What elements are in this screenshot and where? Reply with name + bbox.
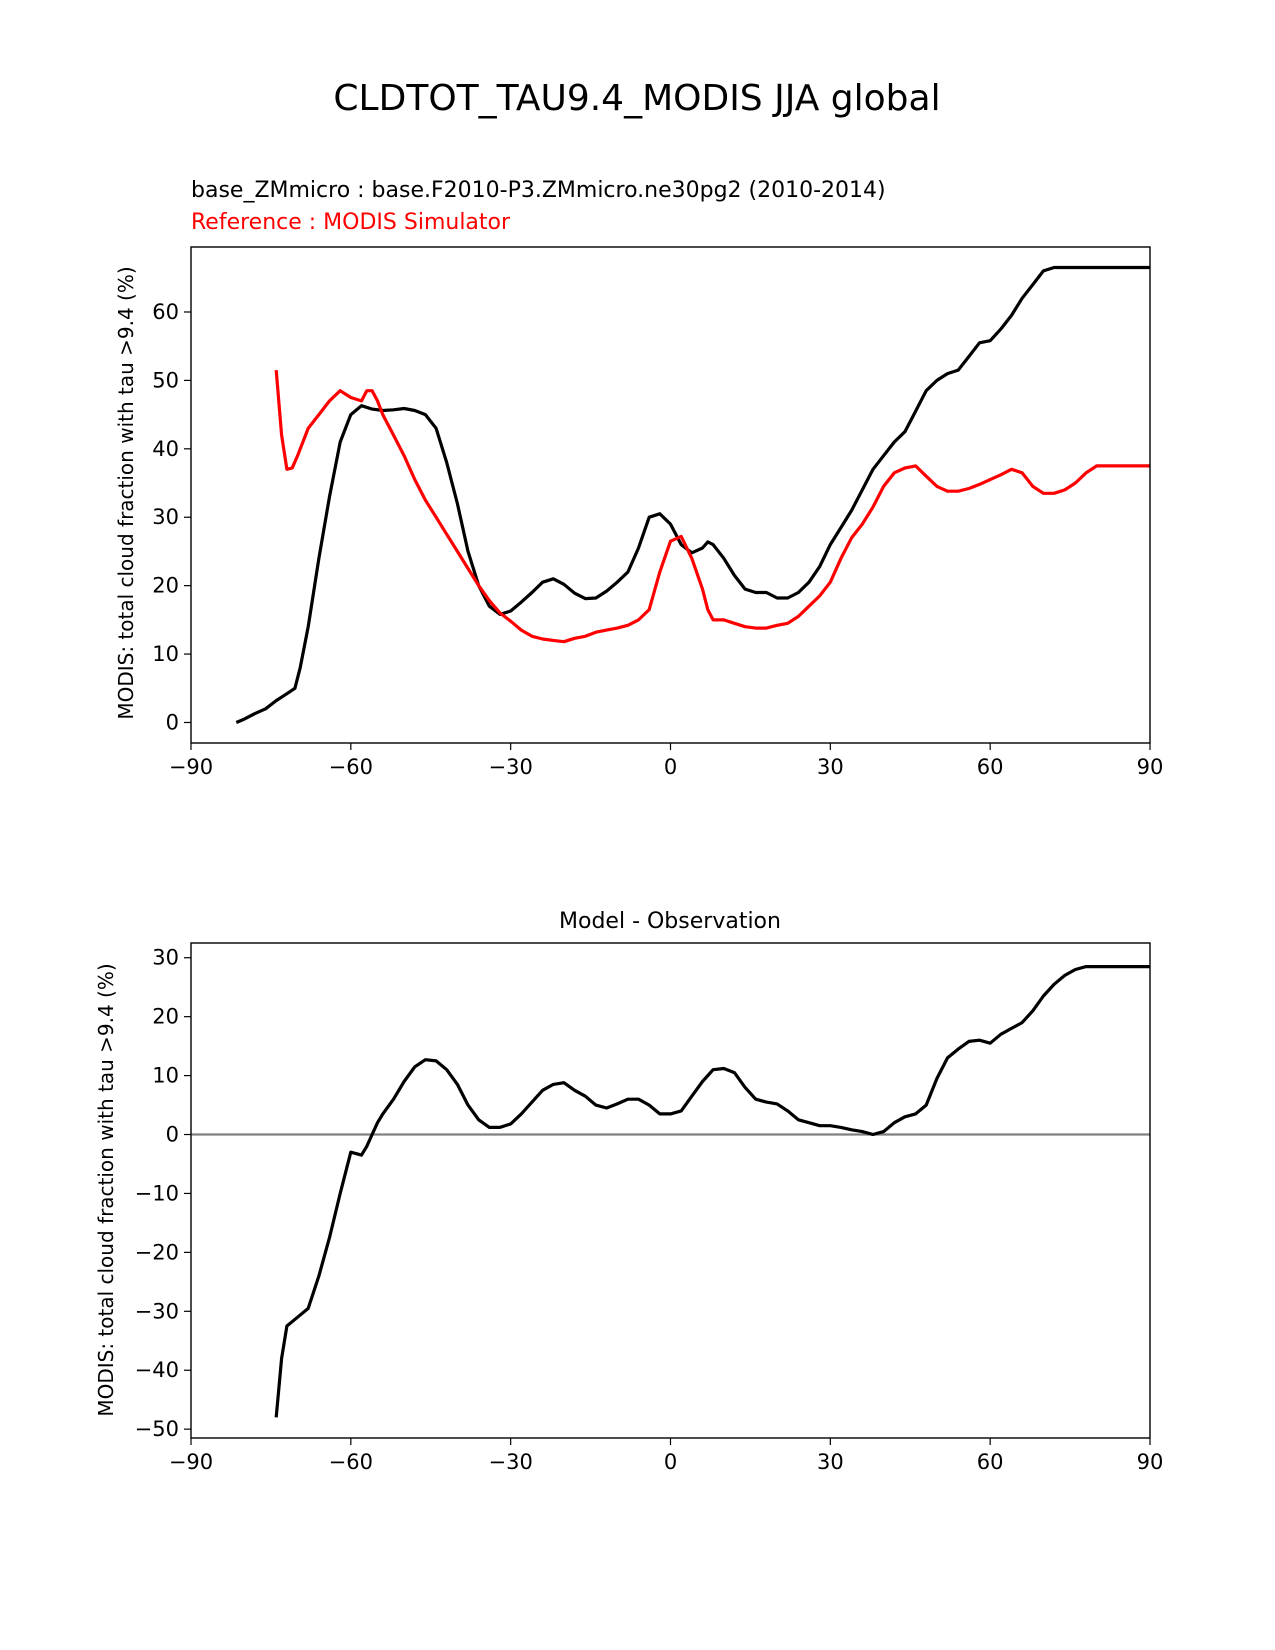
bottom-y-axis-label: MODIS: total cloud fraction with tau >9.… [94, 963, 118, 1416]
x-tick-label: 60 [977, 1450, 1004, 1474]
series-line-model-observation [274, 964, 1150, 1418]
x-tick-label: −30 [489, 755, 533, 779]
x-tick-label: 0 [664, 755, 677, 779]
x-tick-label: 30 [817, 1450, 844, 1474]
series-line-base-zmmicro [235, 265, 1150, 724]
top-plot-frame [190, 246, 1151, 744]
x-tick-label: 0 [664, 1450, 677, 1474]
x-tick-label: −90 [169, 755, 213, 779]
bottom-title: Model - Observation [559, 909, 781, 934]
y-tick-label: 40 [152, 437, 179, 461]
bottom-plot-frame [190, 942, 1151, 1439]
bottom-axis-ticks: −90 −60 −30 0 30 60 90 −50 −40 −30 −20 −10 0 10 20 30 [135, 946, 1164, 1474]
y-tick-label: 10 [152, 1064, 179, 1088]
top-reference-title: Reference : MODIS Simulator [191, 210, 511, 235]
y-tick-label: −40 [135, 1358, 179, 1382]
x-tick-label: −30 [489, 1450, 533, 1474]
figure-title: CLDTOT_TAU9.4_MODIS JJA global [333, 78, 940, 119]
y-tick-label: −10 [135, 1181, 179, 1205]
y-tick-label: −50 [135, 1417, 179, 1441]
x-tick-label: −60 [329, 1450, 373, 1474]
x-tick-label: 30 [817, 755, 844, 779]
top-series-lines [235, 265, 1150, 724]
series-line-modis-simulator [274, 369, 1150, 644]
top-test-title: base_ZMmicro : base.F2010-P3.ZMmicro.ne3… [191, 178, 886, 203]
y-tick-label: 20 [152, 1005, 179, 1029]
top-axis-ticks: −90 −60 −30 0 30 60 90 0 10 20 30 40 50 60 [152, 300, 1163, 779]
x-tick-label: 90 [1137, 1450, 1164, 1474]
bottom-series-lines [191, 964, 1150, 1418]
panel-top-zonal-mean: base_ZMmicro : base.F2010-P3.ZMmicro.ne3… [114, 178, 1163, 779]
y-tick-label: 60 [152, 300, 179, 324]
panel-bottom-difference: Model - Observation MODIS: total cloud f… [94, 909, 1163, 1474]
x-tick-label: −90 [169, 1450, 213, 1474]
y-tick-label: −30 [135, 1299, 179, 1323]
x-tick-label: −60 [329, 755, 373, 779]
y-tick-label: −20 [135, 1240, 179, 1264]
y-tick-label: 30 [152, 505, 179, 529]
y-tick-label: 0 [166, 1123, 179, 1147]
y-tick-label: 0 [166, 710, 179, 734]
x-tick-label: 60 [977, 755, 1004, 779]
top-y-axis-label: MODIS: total cloud fraction with tau >9.… [114, 266, 138, 719]
y-tick-label: 10 [152, 642, 179, 666]
x-tick-label: 90 [1137, 755, 1164, 779]
y-tick-label: 30 [152, 946, 179, 970]
y-tick-label: 20 [152, 574, 179, 598]
y-tick-label: 50 [152, 368, 179, 392]
